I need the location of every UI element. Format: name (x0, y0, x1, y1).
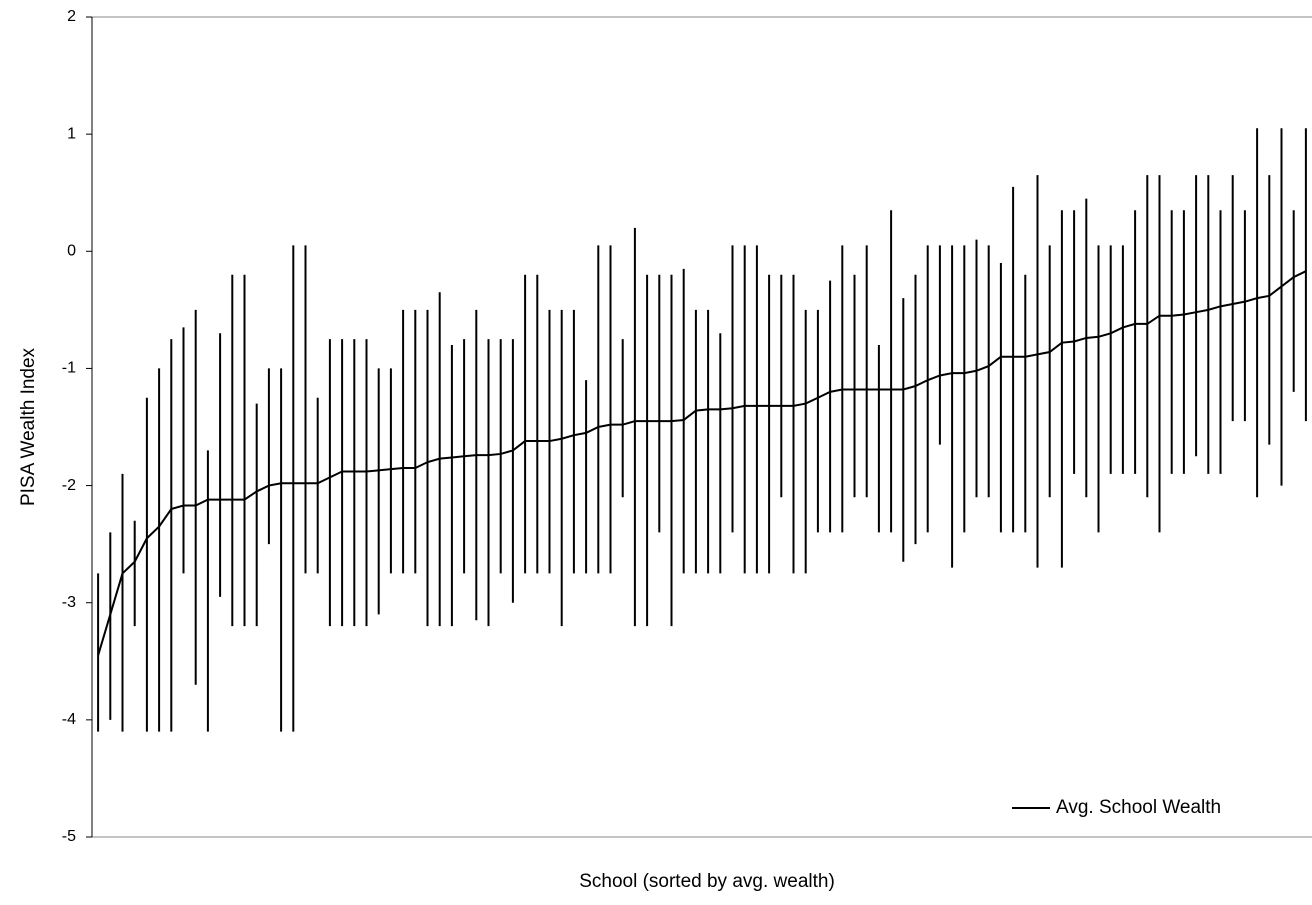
y-tick-label: -3 (62, 594, 76, 611)
y-axis-label: PISA Wealth Index (18, 347, 39, 506)
y-tick-label: 1 (67, 125, 76, 142)
y-tick-label: 2 (67, 8, 76, 25)
x-axis-label: School (sorted by avg. wealth) (579, 871, 835, 892)
y-tick-label: -1 (62, 360, 76, 377)
avg-line (97, 270, 1307, 656)
y-tick-label: 0 (67, 243, 76, 260)
y-tick-label: -2 (62, 477, 76, 494)
y-tick-label: -4 (62, 711, 76, 728)
legend-label: Avg. School Wealth (1056, 797, 1221, 818)
y-tick-label: -5 (62, 828, 76, 845)
